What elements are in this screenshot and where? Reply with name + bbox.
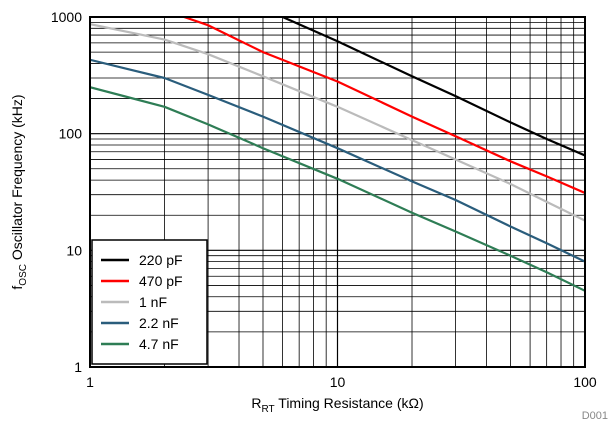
y-tick-label: 10 — [66, 242, 82, 258]
series-line-4 — [90, 58, 585, 263]
series-lines — [90, 17, 585, 292]
legend: 220 pF 470 pF 1 nF 2.2 nF 4.7 nF — [91, 239, 208, 365]
x-tick-label: 1 — [86, 374, 94, 390]
series-line-5 — [90, 86, 585, 292]
plot-area-frame — [89, 16, 586, 368]
x-tick-label: 100 — [573, 374, 597, 390]
legend-label: 4.7 nF — [139, 336, 179, 352]
series-line-2 — [183, 17, 585, 195]
y-tick-label: 1000 — [51, 9, 82, 25]
legend-items: 220 pF 470 pF 1 nF 2.2 nF 4.7 nF — [101, 252, 183, 352]
x-axis-title-rest: Timing Resistance (kΩ) — [275, 395, 424, 411]
x-axis-title-main: R — [251, 395, 261, 411]
y-tick-label: 100 — [59, 126, 83, 142]
tick-labels: 1 10 100 1 10 100 1000 — [51, 9, 597, 390]
y-axis-title: fOSC Oscillator Frequency (kHz) — [9, 94, 29, 289]
y-axis-title-subscript: OSC — [18, 264, 29, 286]
series-line-1 — [282, 17, 585, 157]
x-tick-label: 10 — [330, 374, 346, 390]
y-tick-label: 1 — [74, 359, 82, 375]
series-line-3 — [90, 23, 585, 222]
figure-id: D001 — [582, 410, 608, 422]
legend-label: 470 pF — [139, 273, 183, 289]
x-axis-title: RRT Timing Resistance (kΩ) — [251, 395, 423, 415]
grid — [90, 17, 585, 367]
legend-label: 2.2 nF — [139, 315, 179, 331]
x-axis-title-subscript: RT — [262, 404, 275, 415]
legend-label: 220 pF — [139, 252, 183, 268]
y-axis-title-rest: Oscillator Frequency (kHz) — [9, 94, 25, 264]
y-axis-title-main: f — [9, 286, 25, 290]
legend-label: 1 nF — [139, 294, 167, 310]
